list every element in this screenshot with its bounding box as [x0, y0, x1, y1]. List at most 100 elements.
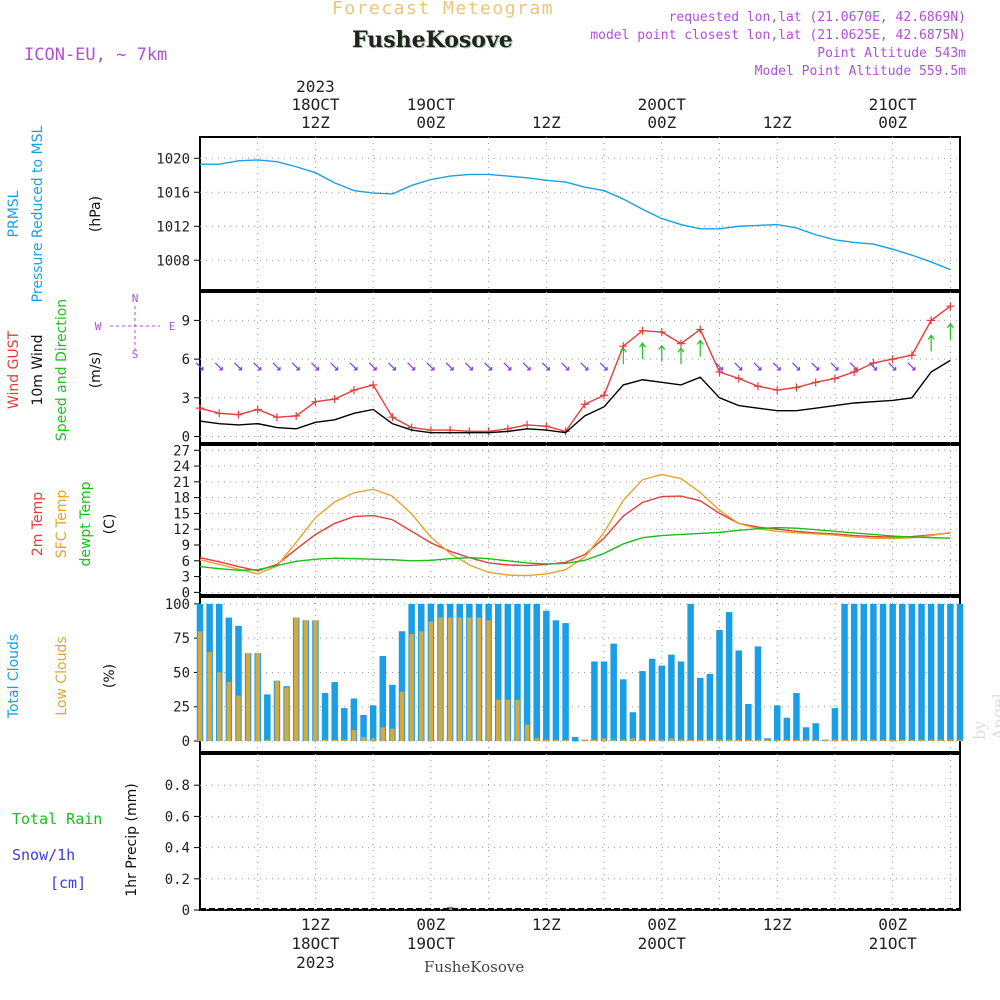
bar-clouds-1: [265, 739, 270, 742]
time-hour-bottom: 00Z: [647, 915, 676, 934]
bar-clouds-0: [850, 603, 858, 742]
bar-clouds-1: [611, 739, 616, 742]
bar-clouds-1: [361, 736, 366, 742]
bar-clouds-0: [908, 603, 916, 742]
bar-clouds-0: [321, 693, 329, 742]
ytick-label-temperature: 0: [182, 585, 190, 601]
bar-clouds-1: [438, 617, 443, 742]
wind-direction-arrow: [715, 362, 724, 371]
wind-direction-arrow: [561, 362, 570, 371]
bar-clouds-0: [687, 603, 694, 742]
time-year-bottom: 2023: [296, 953, 335, 972]
bar-clouds-1: [726, 739, 732, 742]
gust-marker: [600, 391, 609, 400]
gust-marker: [946, 302, 955, 311]
ytick-label-wind: 0: [182, 430, 190, 446]
bar-clouds-1: [293, 617, 299, 742]
wind-direction-arrow: [811, 362, 820, 371]
ytick-label-temperature: 18: [173, 491, 190, 507]
axis-label-clouds-2: (%): [102, 664, 118, 688]
bar-clouds-1: [486, 620, 491, 742]
bar-clouds-0: [870, 603, 877, 742]
bar-clouds-0: [533, 603, 540, 742]
ytick-label-temperature: 12: [173, 522, 190, 538]
bar-clouds-0: [725, 612, 733, 742]
wind-direction-arrow: [830, 362, 839, 371]
bar-clouds-1: [226, 682, 232, 742]
bar-clouds-1: [255, 653, 260, 742]
gust-marker: [349, 386, 358, 395]
compass-w: W: [95, 320, 102, 333]
bar-clouds-1: [746, 739, 751, 742]
bar-clouds-0: [879, 603, 887, 742]
series-line-pressure-0: [200, 159, 951, 271]
model-name: ICON-EU, ~ 7km: [24, 45, 168, 65]
wind-direction-arrow: [580, 362, 589, 371]
bar-clouds-0: [360, 714, 367, 742]
bar-clouds-0: [697, 677, 704, 742]
bar-clouds-0: [523, 603, 531, 742]
panel-frame-temperature: [199, 444, 961, 596]
wind-direction-arrow: [349, 362, 358, 371]
wind-direction-arrow: [503, 362, 512, 371]
bar-clouds-1: [861, 739, 867, 742]
gust-marker: [792, 383, 801, 392]
bar-clouds-1: [707, 739, 713, 742]
wind-direction-arrow: [484, 362, 493, 371]
bar-clouds-1: [207, 651, 212, 742]
bar-clouds-0: [235, 625, 242, 742]
gust-marker: [369, 380, 378, 389]
gust-marker: [523, 420, 532, 429]
bar-clouds-1: [447, 617, 453, 742]
wind-direction-arrow: [696, 339, 704, 357]
bar-clouds-1: [476, 617, 482, 742]
gust-marker: [773, 386, 782, 395]
bar-clouds-1: [419, 631, 424, 742]
axis-label-clouds-0: Total Clouds: [6, 634, 22, 719]
gust-marker: [638, 326, 647, 335]
axis-label-clouds-1: Low Clouds: [54, 636, 70, 715]
wind-direction-arrow: [253, 362, 262, 371]
wind-direction-arrow: [541, 362, 550, 371]
axis-label-wind-1: 10m Wind: [30, 334, 46, 405]
time-day-bottom: 19OCT: [407, 934, 456, 953]
bar-clouds-1: [621, 739, 626, 742]
ytick-label-pressure: 1020: [156, 151, 190, 167]
ytick-label-temperature: 27: [173, 443, 190, 459]
requested-coords: requested lon,lat (21.0670E, 42.6869N): [668, 10, 966, 25]
wind-direction-arrow: [368, 362, 377, 371]
wind-direction-arrow: [407, 362, 416, 371]
ytick-label-clouds: 50: [173, 665, 190, 681]
gust-marker: [311, 397, 320, 406]
bar-clouds-1: [274, 680, 280, 742]
bar-clouds-1: [582, 739, 588, 742]
bar-clouds-1: [909, 739, 915, 742]
ytick-label-precip: 0.6: [165, 809, 190, 825]
closest-coords: model point closest lon,lat (21.0625E, 4…: [590, 28, 966, 43]
bar-clouds-0: [571, 736, 579, 742]
gust-marker: [927, 316, 936, 325]
bar-clouds-1: [409, 634, 414, 742]
bar-clouds-0: [745, 703, 752, 742]
bar-clouds-1: [351, 730, 357, 742]
bar-clouds-1: [755, 739, 761, 742]
axis-label-precip-0: 1hr Precip (mm): [124, 783, 140, 896]
legend-total-rain: Total Rain: [12, 810, 102, 828]
bar-clouds-1: [428, 621, 434, 742]
time-hour-top: 12Z: [763, 113, 792, 132]
bar-clouds-0: [706, 673, 714, 742]
bar-clouds-0: [620, 679, 627, 742]
series-line-temperature-2: [199, 526, 951, 571]
bar-clouds-1: [313, 620, 318, 742]
bar-clouds-0: [331, 682, 338, 742]
time-day-bottom: 21OCT: [869, 934, 918, 953]
gust-marker: [811, 378, 820, 387]
wind-direction-arrow: [658, 344, 666, 362]
bar-clouds-0: [494, 603, 502, 742]
gust-marker: [580, 400, 589, 409]
ytick-label-pressure: 1012: [156, 219, 190, 235]
bar-clouds-0: [350, 698, 358, 742]
bar-clouds-1: [245, 653, 251, 742]
bar-clouds-0: [899, 603, 906, 742]
